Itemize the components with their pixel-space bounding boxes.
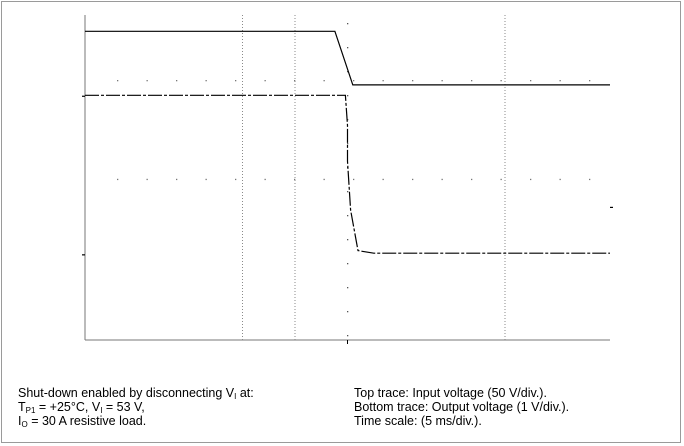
grid-dot (559, 80, 561, 82)
grid-dot (117, 178, 119, 181)
grid-dot (294, 178, 296, 181)
grid-dot (294, 80, 296, 82)
grid-dot (559, 178, 561, 181)
grid-dot (176, 178, 178, 181)
grid-dot (205, 178, 207, 181)
grid-dot (500, 80, 502, 82)
grid-dot (441, 80, 443, 82)
center-axis-dot (347, 95, 349, 97)
grid-dot (205, 80, 207, 82)
center-axis-dot (347, 335, 349, 337)
center-axis-dot (347, 71, 349, 73)
center-axis-dot (347, 287, 349, 289)
grid-dot (323, 80, 325, 82)
caption-line: IO = 30 A resistive load. (18, 414, 147, 429)
grid-dot (264, 80, 266, 82)
grid-dot (441, 178, 443, 181)
grid-dot (146, 80, 148, 82)
grid-dot (323, 178, 325, 181)
grid-dot (235, 80, 237, 82)
oscilloscope-plot (82, 15, 613, 344)
grid-dot (353, 178, 355, 181)
trace-output-voltage (85, 94, 610, 254)
grid-dot (382, 178, 384, 181)
caption-line: Shut-down enabled by disconnecting VI at… (18, 386, 254, 401)
grid-dot (471, 80, 473, 82)
center-axis-dot (347, 311, 349, 313)
grid-dot (353, 80, 355, 82)
trace-input-voltage (85, 30, 610, 86)
center-axis-dot (347, 143, 349, 145)
center-axis-dot (347, 239, 349, 241)
caption-line: TP1 = +25°C, VI = 53 V, (18, 400, 145, 415)
grid-dot (500, 178, 502, 181)
caption-time-scale: Time scale: (5 ms/div.). (354, 414, 482, 428)
caption-top-trace: Top trace: Input voltage (50 V/div.). (354, 386, 547, 400)
grid-dot (589, 178, 591, 181)
grid-dot (382, 80, 384, 82)
grid-dot (530, 178, 532, 181)
center-axis-dot (347, 215, 349, 217)
grid-dot (264, 178, 266, 181)
grid-dot (412, 178, 414, 181)
grid-dot (589, 80, 591, 82)
grid-dot (412, 80, 414, 82)
caption-bottom-trace: Bottom trace: Output voltage (1 V/div.). (354, 400, 570, 414)
grid-dot (176, 80, 178, 82)
grid-dot (235, 178, 237, 181)
grid-dot (471, 178, 473, 181)
grid-dot (146, 178, 148, 181)
center-axis-dot (347, 23, 349, 25)
center-axis-dot (347, 263, 349, 265)
caption-trace-legend: Top trace: Input voltage (50 V/div.). Bo… (354, 386, 674, 428)
grid-dot (530, 80, 532, 82)
center-axis-dot (347, 191, 349, 193)
grid-dot (117, 80, 119, 82)
center-axis-dot (347, 47, 349, 49)
caption-test-conditions: Shut-down enabled by disconnecting VI at… (18, 386, 348, 429)
